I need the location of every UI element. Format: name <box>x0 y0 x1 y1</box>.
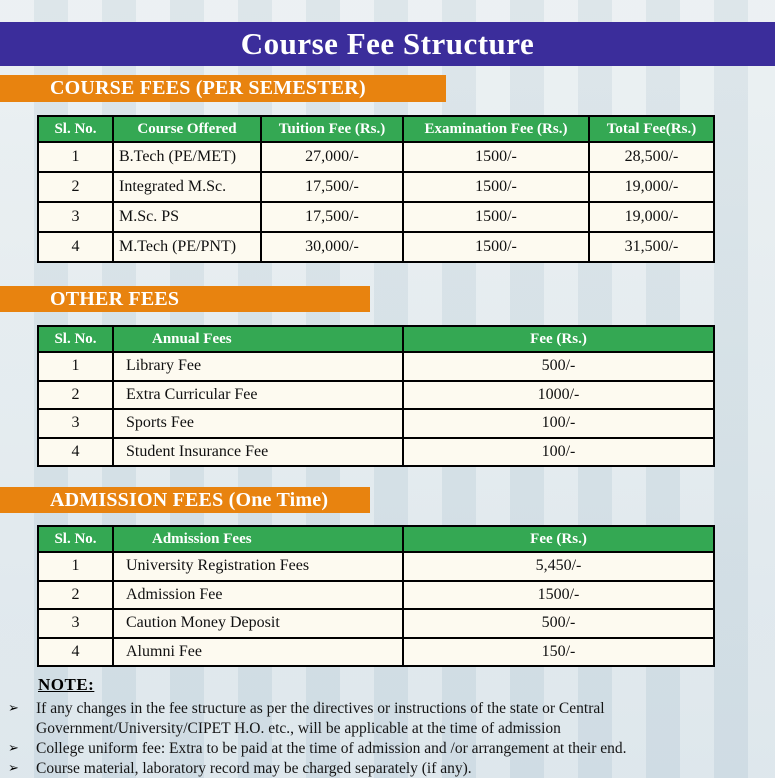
notes-list: ➢ If any changes in the fee structure as… <box>0 699 775 778</box>
admission-fees-table: Sl. No. Admission Fees Fee (Rs.) 1 Unive… <box>37 525 715 667</box>
note-heading: NOTE: <box>38 675 95 694</box>
column-header: Examination Fee (Rs.) <box>402 115 590 143</box>
page-title: Course Fee Structure <box>0 22 775 66</box>
table-cell: 1000/- <box>402 379 715 410</box>
table-row: 1 B.Tech (PE/MET) 27,000/- 1500/- 28,500… <box>37 141 715 173</box>
table-row: 1 University Registration Fees 5,450/- <box>37 551 715 582</box>
table-cell: 500/- <box>402 351 715 382</box>
table-cell: 17,500/- <box>260 171 404 203</box>
table-cell: 100/- <box>402 436 715 467</box>
arrowhead-bullet-icon: ➢ <box>8 701 19 716</box>
table-cell: 1 <box>37 351 114 382</box>
column-header: Tuition Fee (Rs.) <box>260 115 404 143</box>
table-row: 2 Extra Curricular Fee 1000/- <box>37 379 715 410</box>
table-cell: Integrated M.Sc. <box>112 171 262 203</box>
table-cell: 1500/- <box>402 171 590 203</box>
table-cell: 2 <box>37 171 114 203</box>
table-cell: 1 <box>37 551 114 582</box>
table-cell: 150/- <box>402 636 715 667</box>
table-row: 2 Admission Fee 1500/- <box>37 579 715 610</box>
table-cell: 4 <box>37 636 114 667</box>
table-cell: 19,000/- <box>588 201 715 233</box>
table-cell: 4 <box>37 231 114 263</box>
table-cell: 19,000/- <box>588 171 715 203</box>
table-row: 4 M.Tech (PE/PNT) 30,000/- 1500/- 31,500… <box>37 231 715 263</box>
note-item: ➢ College uniform fee: Extra to be paid … <box>0 739 775 759</box>
table-cell: 1500/- <box>402 579 715 610</box>
column-header: Admission Fees <box>112 525 404 553</box>
note-text: Course material, laboratory record may b… <box>36 760 472 777</box>
column-header: Sl. No. <box>37 115 114 143</box>
table-row: 3 Caution Money Deposit 500/- <box>37 608 715 639</box>
table-cell: 3 <box>37 608 114 639</box>
arrowhead-bullet-icon: ➢ <box>8 741 19 756</box>
table-cell: Library Fee <box>112 351 404 382</box>
note-text: If any changes in the fee structure as p… <box>36 700 605 737</box>
note-item: ➢ If any changes in the fee structure as… <box>0 699 775 739</box>
table-cell: 1500/- <box>402 231 590 263</box>
table-cell: M.Tech (PE/PNT) <box>112 231 262 263</box>
table-cell: B.Tech (PE/MET) <box>112 141 262 173</box>
column-header: Annual Fees <box>112 325 404 353</box>
table-cell: Admission Fee <box>112 579 404 610</box>
table-cell: 5,450/- <box>402 551 715 582</box>
table-row: 3 M.Sc. PS 17,500/- 1500/- 19,000/- <box>37 201 715 233</box>
table-cell: Sports Fee <box>112 408 404 439</box>
column-header: Course Offered <box>112 115 262 143</box>
table-cell: 1500/- <box>402 141 590 173</box>
column-header: Sl. No. <box>37 325 114 353</box>
arrowhead-bullet-icon: ➢ <box>8 761 19 776</box>
table-header-row: Sl. No. Admission Fees Fee (Rs.) <box>37 525 715 553</box>
column-header: Sl. No. <box>37 525 114 553</box>
table-row: 4 Alumni Fee 150/- <box>37 636 715 667</box>
table-cell: 31,500/- <box>588 231 715 263</box>
table-cell: 2 <box>37 579 114 610</box>
table-cell: 27,000/- <box>260 141 404 173</box>
table-row: 4 Student Insurance Fee 100/- <box>37 436 715 467</box>
table-row: 1 Library Fee 500/- <box>37 351 715 382</box>
table-cell: Student Insurance Fee <box>112 436 404 467</box>
section-banner-other-fees: OTHER FEES <box>0 286 370 312</box>
table-cell: Extra Curricular Fee <box>112 379 404 410</box>
column-header: Fee (Rs.) <box>402 525 715 553</box>
column-header: Fee (Rs.) <box>402 325 715 353</box>
table-header-row: Sl. No. Course Offered Tuition Fee (Rs.)… <box>37 115 715 143</box>
table-cell: M.Sc. PS <box>112 201 262 233</box>
course-fees-table: Sl. No. Course Offered Tuition Fee (Rs.)… <box>37 115 715 263</box>
table-cell: 500/- <box>402 608 715 639</box>
table-cell: 2 <box>37 379 114 410</box>
table-row: 2 Integrated M.Sc. 17,500/- 1500/- 19,00… <box>37 171 715 203</box>
table-cell: 3 <box>37 201 114 233</box>
table-row: 3 Sports Fee 100/- <box>37 408 715 439</box>
column-header: Total Fee(Rs.) <box>588 115 715 143</box>
other-fees-table: Sl. No. Annual Fees Fee (Rs.) 1 Library … <box>37 325 715 467</box>
table-cell: Alumni Fee <box>112 636 404 667</box>
table-cell: Caution Money Deposit <box>112 608 404 639</box>
section-banner-course-fees: COURSE FEES (PER SEMESTER) <box>0 75 446 102</box>
section-banner-admission-fees: ADMISSION FEES (One Time) <box>0 487 370 513</box>
table-cell: 4 <box>37 436 114 467</box>
table-cell: 30,000/- <box>260 231 404 263</box>
note-item: ➢ Course material, laboratory record may… <box>0 759 775 778</box>
table-header-row: Sl. No. Annual Fees Fee (Rs.) <box>37 325 715 353</box>
table-cell: 1 <box>37 141 114 173</box>
table-cell: 100/- <box>402 408 715 439</box>
note-text: College uniform fee: Extra to be paid at… <box>36 740 627 757</box>
table-cell: 1500/- <box>402 201 590 233</box>
table-cell: University Registration Fees <box>112 551 404 582</box>
table-cell: 3 <box>37 408 114 439</box>
table-cell: 17,500/- <box>260 201 404 233</box>
table-cell: 28,500/- <box>588 141 715 173</box>
